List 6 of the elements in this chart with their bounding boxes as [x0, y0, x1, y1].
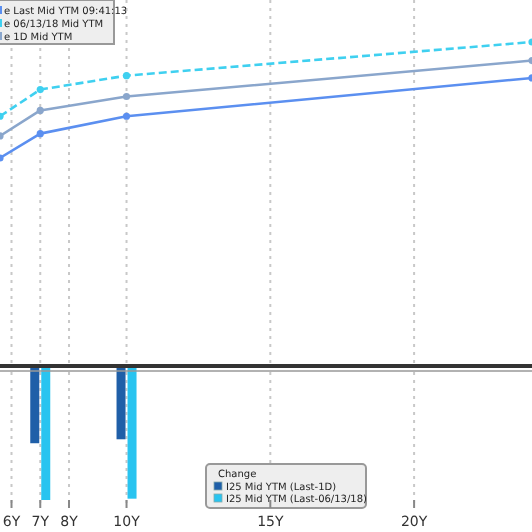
point [36, 130, 44, 138]
point [122, 112, 131, 120]
point [122, 72, 131, 80]
point [36, 85, 44, 94]
point [122, 92, 131, 101]
point [36, 106, 44, 115]
